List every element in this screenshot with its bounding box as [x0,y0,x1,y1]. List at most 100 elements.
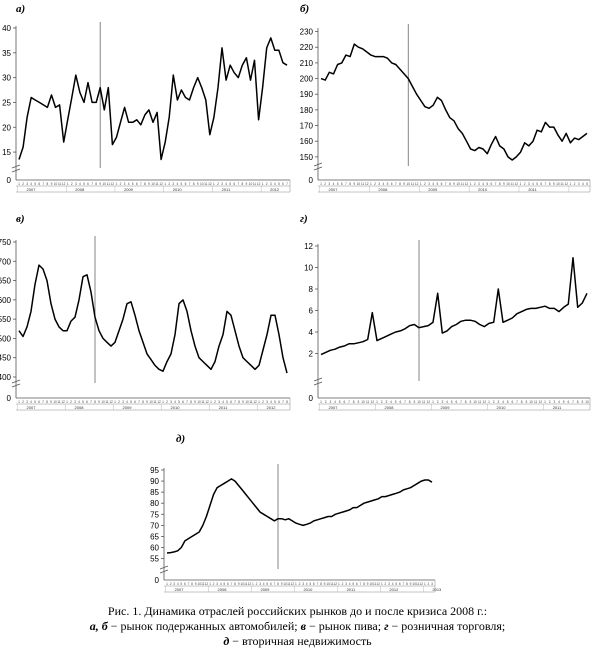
x-month-label: 11 [201,582,205,586]
x-month-label: 6 [270,582,272,586]
x-month-label: 11 [411,182,415,186]
x-month-label: 7 [282,400,284,404]
x-month-label: 9 [410,582,412,586]
x-month-label: 4 [270,400,272,404]
x-month-label: 8 [193,182,195,186]
y-tick-label: 400 [0,373,12,382]
x-month-label: 1 [295,582,297,586]
x-month-label: 9 [553,182,555,186]
x-year-label: 2011 [528,187,537,192]
x-month-label: 2 [574,182,576,186]
x-month-label: 4 [349,582,351,586]
x-month-label: 7 [404,400,406,404]
x-year-label: 2010 [173,187,183,192]
x-month-label: 6 [391,182,393,186]
chart-panel-3: в)40045050055060065070075001234567891011… [0,213,291,411]
x-month-label: 8 [449,182,451,186]
y-tick-label: 450 [0,354,12,363]
x-month-label: 1 [470,182,472,186]
x-month-label: 3 [266,400,268,404]
x-month-label: 3 [431,582,433,586]
x-month-label: 11 [253,182,257,186]
x-month-label: 6 [87,182,89,186]
x-month-label: 12 [62,182,66,186]
x-year-label: 2007 [329,187,339,192]
x-month-label: 5 [309,582,311,586]
x-month-label: 10 [556,182,560,186]
x-month-label: 4 [582,182,584,186]
series-line [320,257,588,356]
x-month-label: 9 [503,182,505,186]
x-month-label: 6 [441,182,443,186]
x-year-label: 2010 [171,405,181,410]
x-month-label: 3 [329,400,331,404]
x-month-label: 7 [42,182,44,186]
x-month-label: 4 [432,182,434,186]
x-month-label: 3 [216,582,218,586]
x-month-label: 9 [453,182,455,186]
x-month-label: 4 [177,582,179,586]
caption-line-1: Рис. 1. Динамика отраслей российских рын… [107,604,488,618]
x-month-label: 4 [225,182,227,186]
x-month-label: 8 [286,400,288,404]
x-month-label: 12 [419,582,423,586]
x-month-label: 3 [345,582,347,586]
x-month-label: 10 [249,182,253,186]
x-month-label: 2 [424,182,426,186]
x-month-label: 2 [71,182,73,186]
x-month-label: 11 [461,182,465,186]
x-month-label: 1 [18,400,20,404]
x-month-label: 6 [341,182,343,186]
x-month-label: 6 [182,400,184,404]
caption-label-g: г [384,619,389,633]
x-month-label: 12 [334,582,338,586]
x-month-label: 3 [428,182,430,186]
y-tick-label: 60 [150,544,159,553]
x-month-label: 5 [395,582,397,586]
caption-line-3: д − вторичная недвижимость [0,634,595,649]
x-month-label: 7 [274,582,276,586]
x-month-label: 4 [78,400,80,404]
x-month-label: 11 [57,400,61,404]
x-month-label: 10 [197,400,201,404]
x-month-label: 9 [581,400,583,404]
x-year-label: 2007 [27,405,37,410]
x-month-label: 1 [162,400,164,404]
x-month-label: 10 [361,400,365,404]
x-month-label: 8 [238,400,240,404]
x-month-label: 6 [567,400,569,404]
x-month-label: 2 [266,182,268,186]
x-month-label: 3 [302,582,304,586]
x-month-label: 4 [79,182,81,186]
x-month-label: 9 [50,400,52,404]
x-year-label: 2007 [175,587,185,592]
x-month-label: 6 [38,400,40,404]
x-month-label: 2 [524,182,526,186]
x-month-label: 2 [256,582,258,586]
x-month-label: 7 [189,182,191,186]
x-month-label: 4 [333,182,335,186]
x-month-label: 5 [34,182,36,186]
x-month-label: 7 [395,182,397,186]
x-month-label: 6 [511,400,513,404]
x-month-label: 11 [153,400,157,404]
x-month-label: 12 [208,182,212,186]
x-month-label: 2 [299,582,301,586]
x-month-label: 2 [549,400,551,404]
x-month-label: 12 [109,400,113,404]
x-month-label: 9 [146,400,148,404]
figure-caption: Рис. 1. Динамика отраслей российских рын… [0,604,595,649]
x-month-label: 10 [245,400,249,404]
caption-label-v: в [300,619,306,633]
x-month-label: 4 [220,582,222,586]
x-month-label: 1 [166,582,168,586]
x-month-label: 10 [585,400,589,404]
x-month-label: 10 [357,182,361,186]
x-month-label: 1 [569,182,571,186]
x-month-label: 11 [155,182,159,186]
x-month-label: 4 [382,182,384,186]
y-tick-label: 85 [150,488,159,497]
x-month-label: 1 [262,182,264,186]
x-month-label: 12 [253,400,257,404]
x-month-label: 12 [465,182,469,186]
